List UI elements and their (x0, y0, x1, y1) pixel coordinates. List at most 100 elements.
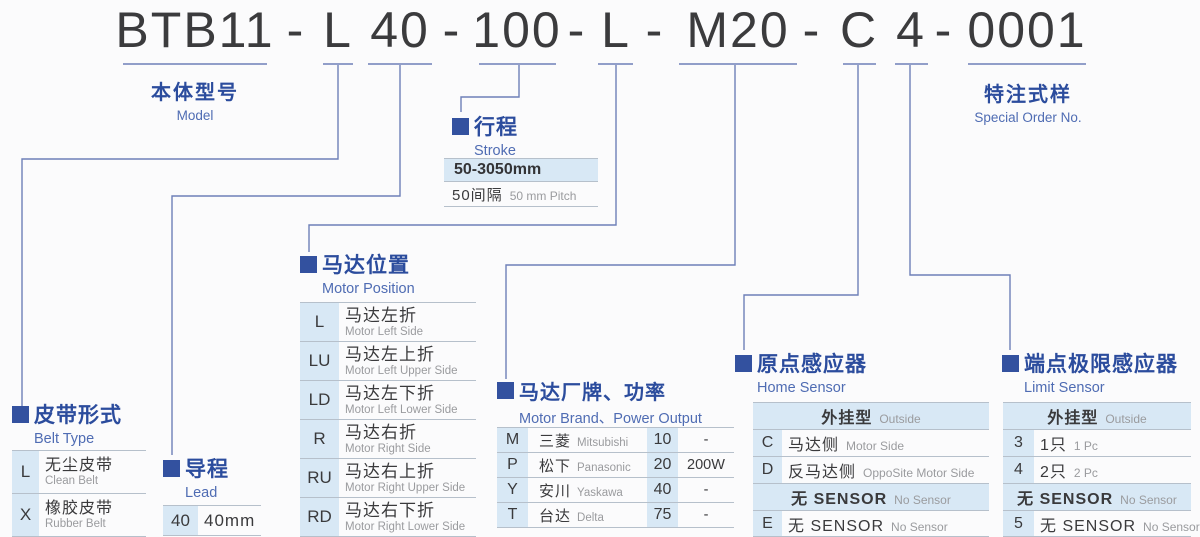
belt-desc-en: Rubber Belt (45, 517, 106, 530)
section-belt-type: 皮带形式 Belt Type (12, 399, 122, 447)
motor-brand-zh: 三菱 (539, 432, 572, 450)
limit-sensor-code: 3 (1003, 430, 1034, 456)
code-seg-series: BTB11 (115, 2, 275, 58)
section-marker-square (300, 255, 317, 273)
belt-code: L (12, 451, 39, 493)
home-sensor-table: 外挂型 Outside C 马达侧 Motor Side D 反马达侧 Oppo… (753, 402, 989, 537)
home-sensor-title-en: Home Sensor (757, 380, 846, 396)
section-stroke: 行程 Stroke (452, 111, 518, 159)
motor-position-code: LU (300, 342, 339, 380)
power-watt: - (703, 432, 709, 448)
table-row: T 台达 Delta 75 - (497, 502, 734, 527)
motor-position-zh: 马达左下折 (345, 383, 435, 403)
section-marker-square (12, 405, 29, 423)
power-code: 40 (647, 478, 678, 502)
motor-brand-code: Y (497, 478, 528, 502)
motor-brand-code: P (497, 453, 528, 477)
model-label-zh: 本体型号 (151, 82, 239, 104)
motor-brand-title-en: Motor Brand、Power Output (519, 411, 702, 427)
group-header-en: Outside (879, 412, 921, 426)
group-header-row: 外挂型 Outside (753, 402, 989, 429)
motor-brand-zh: 安川 (539, 482, 572, 500)
table-row: LD 马达左下折 Motor Left Lower Side (300, 380, 476, 419)
power-code: 20 (647, 453, 678, 477)
limit-sensor-en: 2 Pc (1073, 466, 1098, 480)
special-order-label-zh: 特注式样 (984, 84, 1072, 106)
section-motor-brand: 马达厂牌、功率 Motor Brand、Power Output (497, 376, 702, 428)
motor-brand-en: Panasonic (577, 461, 631, 474)
motor-position-code: R (300, 420, 339, 458)
motor-position-zh: 马达右下折 (345, 500, 435, 520)
table-row: M 三菱 Mitsubishi 10 - (497, 427, 734, 452)
lead-table: 40 40mm (163, 505, 261, 536)
model-label-en: Model (176, 108, 214, 123)
motor-position-zh: 马达右上折 (345, 461, 435, 481)
motor-position-title-zh: 马达位置 (322, 254, 410, 277)
power-watt: 200W (687, 457, 725, 473)
limit-sensor-title-en: Limit Sensor (1024, 380, 1105, 396)
code-seg-motor-brand: M20 (686, 2, 790, 58)
table-row: LU 马达左上折 Motor Left Upper Side (300, 341, 476, 380)
connector-lead (171, 65, 401, 455)
motor-brand-zh: 松下 (539, 457, 572, 475)
home-sensor-zh: 马达侧 (788, 437, 840, 454)
section-motor-position: 马达位置 Motor Position (300, 249, 415, 297)
belt-desc-en: Clean Belt (45, 474, 99, 487)
code-seg-stroke: 100 (472, 2, 562, 58)
motor-brand-code: M (497, 428, 528, 452)
power-watt: - (703, 482, 709, 498)
motor-position-en: Motor Left Lower Side (345, 403, 458, 416)
section-marker-square (735, 354, 752, 372)
limit-sensor-en: No Sensor (1143, 519, 1200, 534)
table-row: RD 马达右下折 Motor Right Lower Side (300, 497, 476, 536)
table-row: X 橡胶皮带 Rubber Belt (12, 493, 146, 536)
limit-sensor-code: 4 (1003, 457, 1034, 483)
limit-sensor-zh: 1只 (1040, 437, 1067, 454)
motor-brand-code: T (497, 503, 528, 527)
group-header-zh: 无 SENSOR (1017, 491, 1114, 508)
section-marker-square (452, 117, 469, 135)
group-header-en: Outside (1105, 412, 1147, 426)
group-header-row: 外挂型 Outside (1003, 402, 1191, 429)
limit-sensor-title-zh: 端点极限感应器 (1024, 353, 1178, 376)
table-row: L 无尘皮带 Clean Belt (12, 450, 146, 493)
code-seg-dash: - (442, 2, 462, 58)
group-header-zh: 外挂型 (821, 410, 873, 427)
table-row: R 马达右折 Motor Right Side (300, 419, 476, 458)
table-row: 4 2只 2 Pc (1003, 456, 1191, 483)
stroke-range-row: 50-3050mm (444, 158, 598, 181)
section-marker-square (163, 459, 180, 477)
limit-sensor-zh: 无 SENSOR (1040, 517, 1137, 535)
home-sensor-code: C (753, 430, 782, 456)
motor-position-en: Motor Left Side (345, 325, 423, 338)
code-seg-limit-sensor: 4 (896, 2, 926, 58)
stroke-title-en: Stroke (474, 143, 516, 159)
limit-sensor-code: 5 (1003, 511, 1034, 536)
group-header-zh: 外挂型 (1047, 410, 1099, 427)
power-watt: - (703, 507, 709, 523)
stroke-pitch-row: 50间隔 50 mm Pitch (444, 181, 598, 206)
table-row: RU 马达右上折 Motor Right Upper Side (300, 458, 476, 497)
home-sensor-code: D (753, 457, 782, 483)
limit-sensor-zh: 2只 (1040, 464, 1067, 481)
motor-position-zh: 马达右折 (345, 422, 417, 442)
connector-motor-brand (505, 65, 736, 379)
limit-sensor-en: 1 Pc (1073, 439, 1098, 453)
code-seg-dash: - (567, 2, 587, 58)
motor-position-code: L (300, 303, 339, 341)
motor-position-zh: 马达左上折 (345, 344, 435, 364)
code-seg-lead: 40 (370, 2, 430, 58)
home-sensor-zh: 反马达侧 (788, 464, 857, 481)
model-label: 本体型号 Model (115, 76, 275, 123)
code-seg-belt: L (323, 2, 353, 58)
group-header-row: 无 SENSOR No Sensor (1003, 483, 1191, 510)
table-row: 5 无 SENSOR No Sensor (1003, 510, 1200, 536)
stroke-range: 50-3050mm (454, 161, 542, 178)
code-seg-home-sensor: C (839, 2, 879, 58)
home-sensor-zh: 无 SENSOR (788, 517, 885, 535)
section-marker-square (1002, 354, 1019, 372)
motor-position-title-en: Motor Position (322, 281, 415, 297)
limit-sensor-table: 外挂型 Outside 3 1只 1 Pc 4 2只 2 Pc 无 SENSOR… (1003, 402, 1200, 537)
lead-code: 40 (163, 506, 198, 535)
